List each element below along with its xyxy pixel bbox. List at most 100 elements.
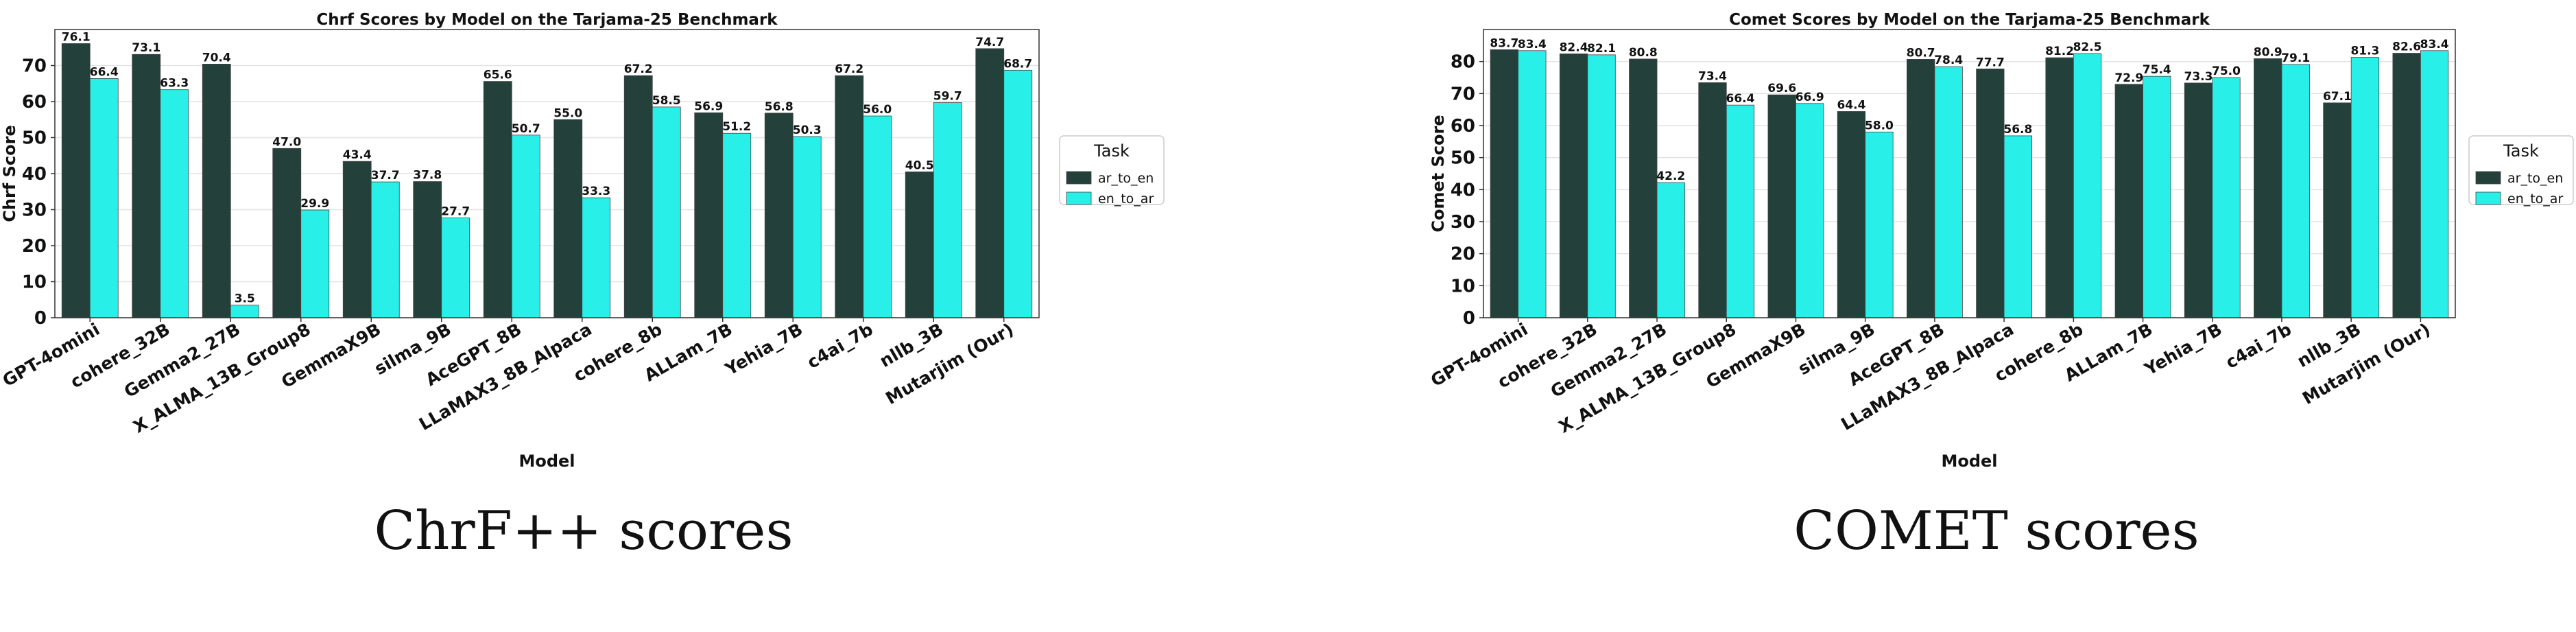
x-axis-label: Model (1941, 452, 1997, 471)
x-tick-label: Mutarjim (Our) (2299, 319, 2433, 408)
bar-value-label: 73.3 (2184, 70, 2213, 84)
y-tick-label: 50 (1451, 148, 1475, 169)
bar-value-label: 66.9 (1796, 91, 1824, 104)
bar-en_to_ar (1656, 182, 1685, 318)
bar-value-label: 77.7 (1976, 56, 2005, 69)
legend-title: Task (2503, 141, 2539, 161)
bar-en_to_ar (370, 181, 400, 318)
legend-title: Task (1093, 141, 1130, 161)
chart-title: Chrf Scores by Model on the Tarjama-25 B… (316, 11, 778, 29)
bar-ar_to_en (905, 171, 934, 318)
bar-en_to_ar (1003, 69, 1033, 318)
bar-value-label: 33.3 (582, 185, 610, 198)
legend-swatch-ar_to_en (2475, 171, 2501, 185)
bar-ar_to_en (1490, 49, 1519, 318)
bar-value-label: 74.7 (975, 36, 1004, 49)
bar-value-label: 82.1 (1587, 42, 1616, 56)
y-tick-label: 40 (22, 164, 47, 185)
bar-en_to_ar (1587, 54, 1616, 318)
bar-value-label: 37.8 (413, 169, 442, 183)
bar-ar_to_en (1559, 54, 1588, 318)
bar-en_to_ar (300, 209, 330, 318)
bar-value-label: 67.1 (2323, 90, 2352, 104)
bar-value-label: 80.9 (2254, 45, 2282, 59)
bar-en_to_ar (1865, 131, 1894, 318)
bar-en_to_ar (160, 89, 189, 318)
y-tick-label: 80 (1451, 52, 1475, 73)
bar-ar_to_en (694, 112, 724, 318)
bar-ar_to_en (483, 81, 512, 318)
bar-value-label: 58.0 (1865, 119, 1894, 132)
bar-ar_to_en (2045, 57, 2074, 318)
bar-value-label: 56.9 (694, 100, 723, 113)
bar-en_to_ar (441, 218, 470, 318)
bar-value-label: 80.7 (1907, 46, 1935, 60)
bar-en_to_ar (722, 132, 752, 318)
bar-value-label: 75.4 (2143, 63, 2171, 77)
bar-value-label: 56.8 (765, 100, 794, 114)
bar-ar_to_en (2254, 58, 2282, 318)
x-tick-label: Yehia_7B (721, 319, 807, 379)
bar-value-label: 40.5 (905, 159, 934, 172)
y-tick-label: 20 (1451, 244, 1475, 265)
y-tick-label: 30 (22, 200, 47, 221)
bar-en_to_ar (933, 102, 962, 318)
bar-en_to_ar (652, 106, 681, 318)
bar-ar_to_en (553, 119, 583, 318)
bar-value-label: 29.9 (300, 197, 329, 211)
plot-frame (54, 29, 1040, 318)
bar-en_to_ar (2003, 135, 2032, 318)
bar-ar_to_en (272, 148, 302, 318)
y-axis-label: Comet Score (1429, 115, 1448, 232)
legend-box (1059, 135, 1165, 205)
y-tick-label: 40 (1451, 180, 1475, 200)
y-tick-label: 70 (22, 56, 47, 77)
bar-value-label: 82.6 (2392, 40, 2421, 54)
bar-ar_to_en (835, 75, 864, 318)
bar-ar_to_en (1837, 111, 1866, 318)
bar-en_to_ar (2350, 57, 2380, 318)
bar-ar_to_en (2184, 82, 2213, 318)
bar-value-label: 81.3 (2350, 45, 2379, 58)
bar-en_to_ar (230, 305, 259, 318)
bar-en_to_ar (2212, 77, 2241, 318)
bar-en_to_ar (792, 136, 822, 318)
bar-ar_to_en (1629, 58, 1658, 318)
bar-en_to_ar (582, 197, 611, 318)
caption-left: ChrF++ scores (374, 500, 794, 562)
bar-value-label: 76.1 (62, 30, 91, 44)
bar-ar_to_en (1767, 94, 1796, 318)
bar-value-label: 64.4 (1837, 98, 1865, 112)
x-axis-label: Model (518, 452, 575, 471)
bar-en_to_ar (511, 134, 540, 318)
y-tick-label: 50 (22, 128, 47, 149)
chrf-chart: Chrf Scores by Model on the Tarjama-25 B… (0, 11, 1165, 471)
x-tick-label: c4ai_7b (2222, 319, 2295, 373)
plot-frame (1483, 29, 2456, 318)
x-tick-label: Yehia_7B (2140, 319, 2226, 379)
bar-value-label: 65.6 (484, 69, 512, 82)
comet-legend: Task ar_to_en en_to_ar (2468, 135, 2574, 207)
bar-value-label: 56.0 (863, 103, 892, 117)
y-tick-label: 60 (22, 92, 47, 113)
bar-ar_to_en (2114, 84, 2143, 318)
bar-value-label: 58.5 (652, 94, 681, 108)
chart-title: Comet Scores by Model on the Tarjama-25 … (1729, 11, 2210, 29)
y-tick-label: 70 (1451, 84, 1475, 104)
bar-ar_to_en (764, 113, 794, 318)
bar-ar_to_en (132, 54, 161, 318)
bar-ar_to_en (2392, 53, 2421, 318)
y-tick-label: 20 (22, 236, 47, 257)
bar-value-label: 66.4 (1726, 92, 1755, 106)
y-tick-label: 0 (34, 308, 47, 329)
bar-value-label: 42.2 (1656, 169, 1685, 183)
bar-value-label: 72.9 (2114, 71, 2143, 85)
bar-en_to_ar (863, 115, 892, 318)
bar-value-label: 83.4 (2420, 38, 2449, 51)
bar-value-label: 83.7 (1490, 36, 1518, 50)
bar-value-label: 73.4 (1698, 69, 1727, 83)
bar-value-label: 47.0 (272, 135, 301, 149)
bar-value-label: 27.7 (441, 205, 470, 219)
y-tick-label: 10 (22, 272, 47, 293)
